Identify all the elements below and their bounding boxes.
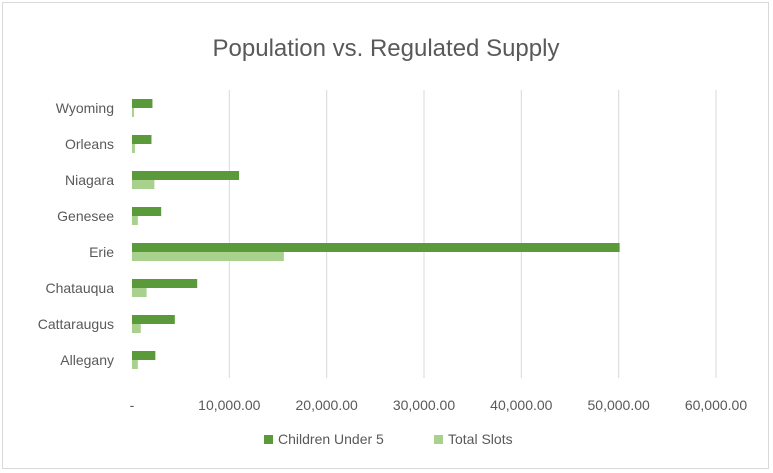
bar-total-slots-cattaraugus xyxy=(132,324,141,333)
y-tick-label-orleans: Orleans xyxy=(65,136,114,152)
y-tick-label-genesee: Genesee xyxy=(57,208,114,224)
y-tick-label-wyoming: Wyoming xyxy=(56,100,114,116)
legend-swatch-children-under-5 xyxy=(264,435,273,444)
bar-total-slots-wyoming xyxy=(132,108,134,117)
y-tick-label-cattaraugus: Cattaraugus xyxy=(38,316,114,332)
y-tick-label-erie: Erie xyxy=(89,244,114,260)
x-tick-label-2: 20,000.00 xyxy=(296,397,358,413)
x-tick-label-1: 10,000.00 xyxy=(198,397,260,413)
y-tick-label-niagara: Niagara xyxy=(65,172,114,188)
legend-swatch-total-slots xyxy=(434,435,443,444)
bar-total-slots-erie xyxy=(132,252,284,261)
bar-total-slots-chatauqua xyxy=(132,288,147,297)
y-tick-label-chatauqua: Chatauqua xyxy=(45,280,114,296)
bar-children-under-5-orleans xyxy=(132,135,152,144)
bar-total-slots-allegany xyxy=(132,360,138,369)
bars xyxy=(132,99,620,369)
legend-label-children-under-5: Children Under 5 xyxy=(278,431,384,447)
x-tick-label-3: 30,000.00 xyxy=(393,397,455,413)
bar-children-under-5-allegany xyxy=(132,351,156,360)
bar-children-under-5-erie xyxy=(132,243,620,252)
x-tick-label-4: 40,000.00 xyxy=(490,397,552,413)
y-axis-labels: Allegany Cattaraugus Chatauqua Erie Genesee N… xyxy=(38,100,114,368)
x-tick-label-0: - xyxy=(130,397,135,413)
bar-children-under-5-niagara xyxy=(132,171,240,180)
x-tick-label-6: 60,000.00 xyxy=(685,397,747,413)
gridlines xyxy=(228,90,717,378)
bar-total-slots-orleans xyxy=(132,144,135,153)
chart-title: Population vs. Regulated Supply xyxy=(213,35,560,62)
bar-children-under-5-cattaraugus xyxy=(132,315,175,324)
bar-children-under-5-wyoming xyxy=(132,99,153,108)
legend: Children Under 5 Total Slots xyxy=(264,431,513,447)
x-axis-labels: - 10,000.00 20,000.00 30,000.00 40,000.00 50,… xyxy=(130,397,748,413)
chart-frame xyxy=(2,2,769,469)
bar-children-under-5-chatauqua xyxy=(132,279,198,288)
bar-total-slots-niagara xyxy=(132,180,155,189)
legend-label-total-slots: Total Slots xyxy=(448,431,513,447)
x-tick-label-5: 50,000.00 xyxy=(588,397,650,413)
bar-children-under-5-genesee xyxy=(132,207,162,216)
bar-total-slots-genesee xyxy=(132,216,138,225)
y-tick-label-allegany: Allegany xyxy=(60,352,114,368)
